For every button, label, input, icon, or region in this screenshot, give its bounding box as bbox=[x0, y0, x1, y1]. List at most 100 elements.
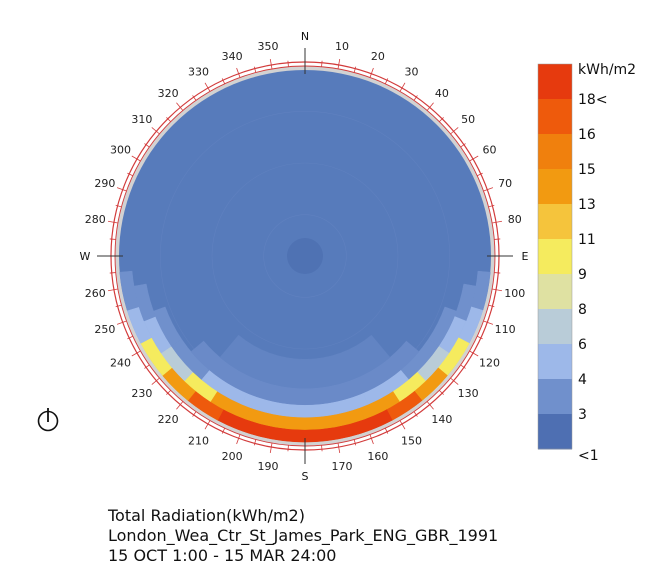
azimuth-tick bbox=[460, 364, 466, 369]
azimuth-ticks: N E S W 10 20 30 40 50 60 70 80 100 110 120 130 140 150 16… bbox=[80, 30, 529, 483]
azimuth-label: 10 bbox=[335, 40, 349, 53]
azimuth-tick bbox=[269, 58, 273, 69]
azimuth-label: 260 bbox=[85, 287, 106, 300]
azimuth-tick bbox=[450, 127, 459, 135]
cardinal-label-s: S bbox=[302, 470, 309, 483]
legend-swatch bbox=[538, 99, 572, 135]
legend-label: 6 bbox=[578, 337, 587, 353]
azimuth-tick bbox=[144, 143, 150, 148]
legend-label: 4 bbox=[578, 372, 587, 388]
azimuth-tick bbox=[460, 143, 466, 148]
cardinal-label-n: N bbox=[301, 30, 309, 43]
azimuth-tick bbox=[483, 320, 494, 325]
legend-unit: kWh/m2 bbox=[578, 62, 636, 78]
azimuth-tick bbox=[492, 288, 503, 292]
legend-label: <1 bbox=[578, 448, 599, 464]
azimuth-tick bbox=[127, 335, 133, 340]
sky-dome bbox=[110, 61, 500, 451]
azimuth-tick bbox=[192, 411, 197, 417]
legend-swatch bbox=[538, 379, 572, 415]
azimuth-tick bbox=[384, 78, 389, 84]
legend-label: 18< bbox=[578, 92, 608, 108]
azimuth-tick bbox=[477, 172, 483, 177]
azimuth-tick bbox=[426, 401, 434, 410]
azimuth-tick bbox=[192, 95, 197, 101]
azimuth-label: 220 bbox=[158, 413, 179, 426]
legend-frame bbox=[537, 63, 573, 450]
azimuth-tick bbox=[450, 377, 459, 385]
azimuth-tick bbox=[477, 335, 483, 340]
legend-label: 13 bbox=[578, 197, 596, 213]
azimuth-tick bbox=[399, 420, 406, 430]
power-icon[interactable] bbox=[37, 408, 59, 432]
azimuth-label: 300 bbox=[110, 144, 131, 157]
azimuth-tick bbox=[204, 420, 211, 430]
azimuth-tick bbox=[107, 220, 118, 224]
azimuth-tick bbox=[166, 117, 171, 122]
azimuth-tick bbox=[353, 439, 357, 446]
azimuth-tick bbox=[176, 401, 184, 410]
azimuth-label: 170 bbox=[331, 460, 352, 473]
azimuth-tick bbox=[426, 102, 434, 111]
azimuth-label: 120 bbox=[479, 357, 500, 370]
azimuth-label: 320 bbox=[158, 87, 179, 100]
azimuth-tick bbox=[488, 204, 495, 208]
azimuth-label: 50 bbox=[461, 113, 475, 126]
azimuth-tick bbox=[221, 428, 226, 434]
azimuth-tick bbox=[204, 82, 211, 92]
azimuth-tick bbox=[253, 439, 257, 446]
zenith-patch bbox=[287, 238, 323, 274]
azimuth-tick bbox=[131, 350, 141, 357]
legend-label: 11 bbox=[578, 232, 596, 248]
azimuth-tick bbox=[369, 67, 374, 78]
azimuth-tick bbox=[115, 204, 122, 208]
azimuth-tick bbox=[115, 304, 122, 308]
azimuth-label: 160 bbox=[367, 450, 388, 463]
legend-swatch bbox=[538, 64, 572, 100]
dome-band bbox=[263, 214, 347, 298]
azimuth-label: 140 bbox=[431, 413, 452, 426]
azimuth-tick bbox=[144, 364, 150, 369]
azimuth-label: 310 bbox=[131, 113, 152, 126]
legend-swatch bbox=[538, 344, 572, 380]
azimuth-tick bbox=[269, 443, 273, 454]
azimuth-tick bbox=[287, 445, 289, 452]
azimuth-tick bbox=[469, 155, 479, 162]
cardinal-label-e: E bbox=[522, 250, 529, 263]
azimuth-tick bbox=[116, 320, 127, 325]
legend-label: 9 bbox=[578, 267, 587, 283]
azimuth-label: 150 bbox=[401, 434, 422, 447]
azimuth-tick bbox=[109, 238, 116, 240]
cardinal-label-w: W bbox=[80, 250, 91, 263]
azimuth-label: 230 bbox=[131, 387, 152, 400]
azimuth-tick bbox=[151, 377, 160, 385]
azimuth-label: 20 bbox=[371, 50, 385, 63]
azimuth-tick bbox=[439, 390, 444, 395]
azimuth-tick bbox=[321, 60, 323, 67]
chart-period: 15 OCT 1:00 - 15 MAR 24:00 bbox=[108, 546, 337, 565]
azimuth-tick bbox=[439, 117, 444, 122]
azimuth-label: 100 bbox=[504, 287, 525, 300]
azimuth-tick bbox=[236, 434, 241, 445]
azimuth-label: 340 bbox=[222, 50, 243, 63]
azimuth-tick bbox=[116, 187, 127, 192]
azimuth-tick bbox=[166, 390, 171, 395]
azimuth-label: 80 bbox=[508, 213, 522, 226]
chart-title: Total Radiation(kWh/m2) bbox=[108, 506, 305, 525]
azimuth-label: 30 bbox=[405, 66, 419, 79]
azimuth-label: 200 bbox=[222, 450, 243, 463]
legend-swatch bbox=[538, 414, 572, 450]
azimuth-tick bbox=[494, 238, 501, 240]
azimuth-label: 40 bbox=[435, 87, 449, 100]
azimuth-tick bbox=[469, 350, 479, 357]
azimuth-label: 330 bbox=[188, 66, 209, 79]
legend-label: 16 bbox=[578, 127, 596, 143]
azimuth-tick bbox=[127, 172, 133, 177]
azimuth-tick bbox=[287, 60, 289, 67]
legend-label: 8 bbox=[578, 302, 587, 318]
azimuth-tick bbox=[384, 428, 389, 434]
azimuth-tick bbox=[483, 187, 494, 192]
azimuth-tick bbox=[494, 272, 501, 274]
azimuth-label: 350 bbox=[258, 40, 279, 53]
